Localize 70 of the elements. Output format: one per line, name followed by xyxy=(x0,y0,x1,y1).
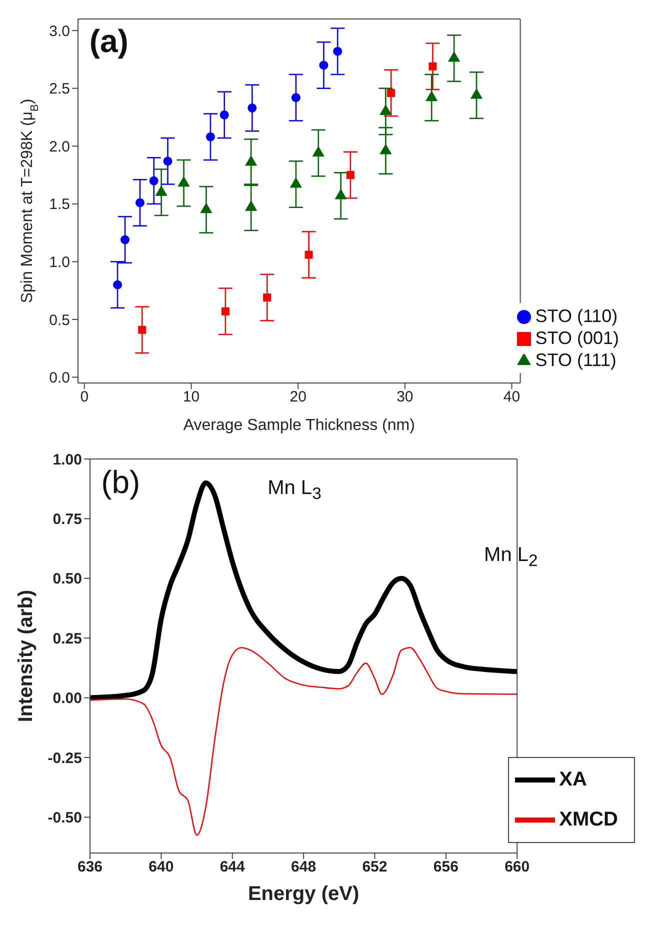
point xyxy=(312,146,324,157)
x-tick-label: 10 xyxy=(182,388,200,406)
y-tick-label: -0.25 xyxy=(48,750,82,767)
y-tick-label: 0.0 xyxy=(49,370,70,387)
legend-label: STO (110) xyxy=(535,306,618,326)
point xyxy=(319,60,328,70)
x-tick-label: 640 xyxy=(148,858,174,876)
point xyxy=(120,235,130,244)
point xyxy=(178,176,190,187)
point xyxy=(334,188,347,200)
point xyxy=(304,250,313,259)
y-tick-label: -0.50 xyxy=(48,810,82,827)
x-tick-label: 20 xyxy=(290,388,306,406)
x-axis-title: Average Sample Thickness (nm) xyxy=(183,417,415,434)
point xyxy=(221,307,230,316)
y-tick-label: 0.00 xyxy=(52,690,82,708)
point xyxy=(428,62,437,70)
legend-label: STO (001) xyxy=(535,328,619,348)
point xyxy=(149,176,158,186)
point xyxy=(220,110,229,120)
y-tick-label: 1.0 xyxy=(49,254,70,271)
point xyxy=(290,177,302,188)
x-tick-label: 40 xyxy=(503,388,520,406)
point xyxy=(346,171,354,179)
point xyxy=(200,202,212,214)
point xyxy=(206,132,215,142)
point xyxy=(135,198,144,208)
point xyxy=(380,104,392,115)
point xyxy=(263,293,272,302)
y-tick-label: 0.5 xyxy=(49,312,70,329)
line-series xyxy=(90,646,518,836)
legend-label: XMCD xyxy=(559,808,618,830)
x-tick-label: 648 xyxy=(291,858,316,876)
x-tick-label: 30 xyxy=(396,388,414,406)
point xyxy=(380,144,392,154)
y-axis-title: Intensity (arb) xyxy=(15,590,37,722)
point xyxy=(448,51,460,62)
x-tick-label: 660 xyxy=(504,858,530,876)
annotation: Mn L$_{3}$ xyxy=(268,476,322,503)
point xyxy=(470,88,483,99)
y-tick-label: 3.0 xyxy=(49,22,70,40)
y-tick-label: 2.0 xyxy=(49,138,70,156)
point xyxy=(248,103,257,112)
y-tick-label: 0.25 xyxy=(52,630,82,648)
point xyxy=(138,326,146,334)
legend-label: STO (111) xyxy=(535,350,616,370)
y-tick-label: 0.75 xyxy=(52,511,82,528)
annotation: Mn L$_{2}$ xyxy=(484,544,538,570)
point xyxy=(244,200,258,211)
annotation: (b) xyxy=(101,464,140,500)
y-tick-label: 2.5 xyxy=(49,80,70,98)
x-tick-label: 644 xyxy=(220,858,246,876)
x-tick-label: 0 xyxy=(80,388,89,406)
point xyxy=(333,46,342,56)
y-tick-label: 1.00 xyxy=(52,451,82,468)
point xyxy=(113,280,122,290)
point xyxy=(155,185,168,196)
y-tick-label: 0.50 xyxy=(52,570,82,588)
x-tick-label: 656 xyxy=(433,858,458,876)
y-tick-label: 1.5 xyxy=(49,196,70,214)
x-tick-label: 652 xyxy=(362,858,388,876)
legend-label: XA xyxy=(559,768,587,790)
point xyxy=(291,93,300,102)
x-axis-title: Energy (eV) xyxy=(248,883,360,905)
point xyxy=(387,88,396,97)
point xyxy=(244,155,258,166)
x-tick-label: 636 xyxy=(77,858,103,876)
point xyxy=(163,156,172,166)
point xyxy=(426,90,438,102)
annotation: (a) xyxy=(89,23,128,60)
